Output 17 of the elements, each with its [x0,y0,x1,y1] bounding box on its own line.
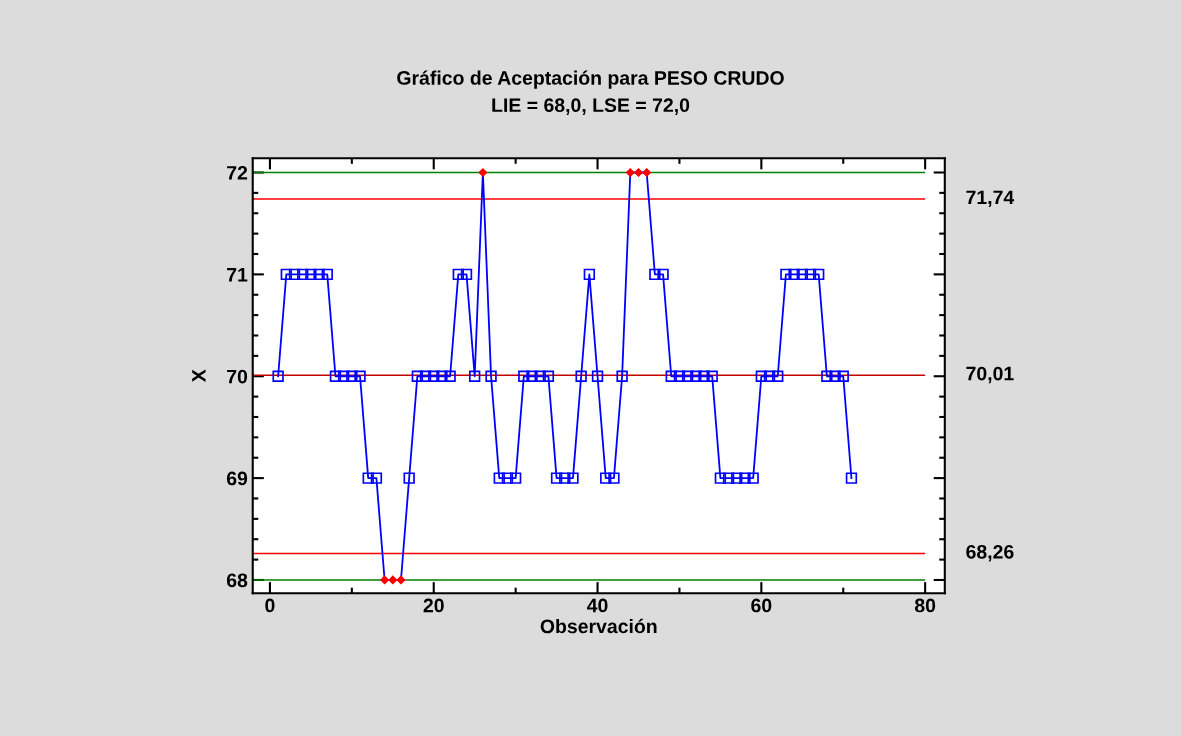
x-tick-label: 40 [587,598,608,613]
chart-subtitle: LIE = 68,0, LSE = 72,0 [492,98,690,115]
ref-line-label: 68,26 [966,544,1014,562]
x-tick-label: 80 [914,598,936,613]
y-tick-label: 68 [226,573,248,588]
ref-line-label: 70,01 [966,366,1014,384]
x-tick-label: 0 [265,598,275,613]
x-axis-title: Observación [540,618,657,634]
y-tick-label: 71 [227,268,248,282]
y-tick-label: 72 [227,165,248,180]
y-tick-label: 69 [226,471,248,486]
x-tick-label: 20 [423,598,444,613]
y-tick-label: 70 [227,369,248,384]
chart-title: Gráfico de Aceptación para PESO CRUDO [397,70,784,89]
y-axis-title: X [192,369,206,383]
x-tick-label: 60 [751,598,772,613]
ref-line-label: 71,74 [966,190,1015,208]
